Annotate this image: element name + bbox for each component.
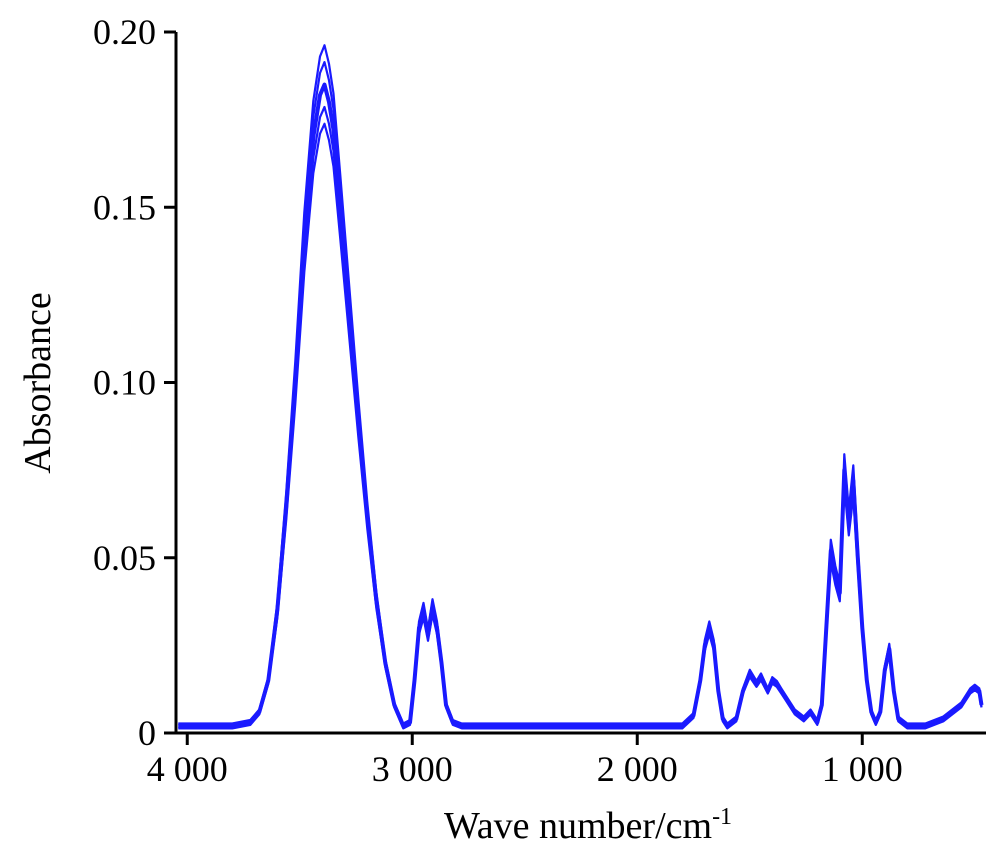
y-tick-label: 0.10 (93, 363, 156, 403)
y-axis-title: Absorbance (17, 292, 59, 473)
y-tick-label: 0.05 (93, 538, 156, 578)
x-axis-title-superscript: -1 (712, 804, 732, 830)
x-tick-label: 2 000 (597, 749, 678, 789)
x-axis-title-text: Wave number/cm (444, 805, 712, 847)
x-axis-title: Wave number/cm-1 (444, 804, 732, 847)
y-tick-label: 0.15 (93, 187, 156, 227)
plot-area: 0 0.05 0.10 0.15 0.20 4 000 3 000 2 000 1 000 (93, 12, 986, 789)
x-tick-label: 4 000 (147, 749, 228, 789)
x-tick-label: 1 000 (822, 749, 903, 789)
y-tick-label: 0.20 (93, 12, 156, 52)
x-ticks: 4 000 3 000 2 000 1 000 (147, 733, 903, 789)
series-layer (178, 44, 984, 730)
x-tick-label: 3 000 (372, 749, 453, 789)
spectrum-replicate-line (178, 122, 983, 730)
y-tick-label: 0 (138, 713, 156, 753)
y-ticks: 0 0.05 0.10 0.15 0.20 (93, 12, 176, 753)
